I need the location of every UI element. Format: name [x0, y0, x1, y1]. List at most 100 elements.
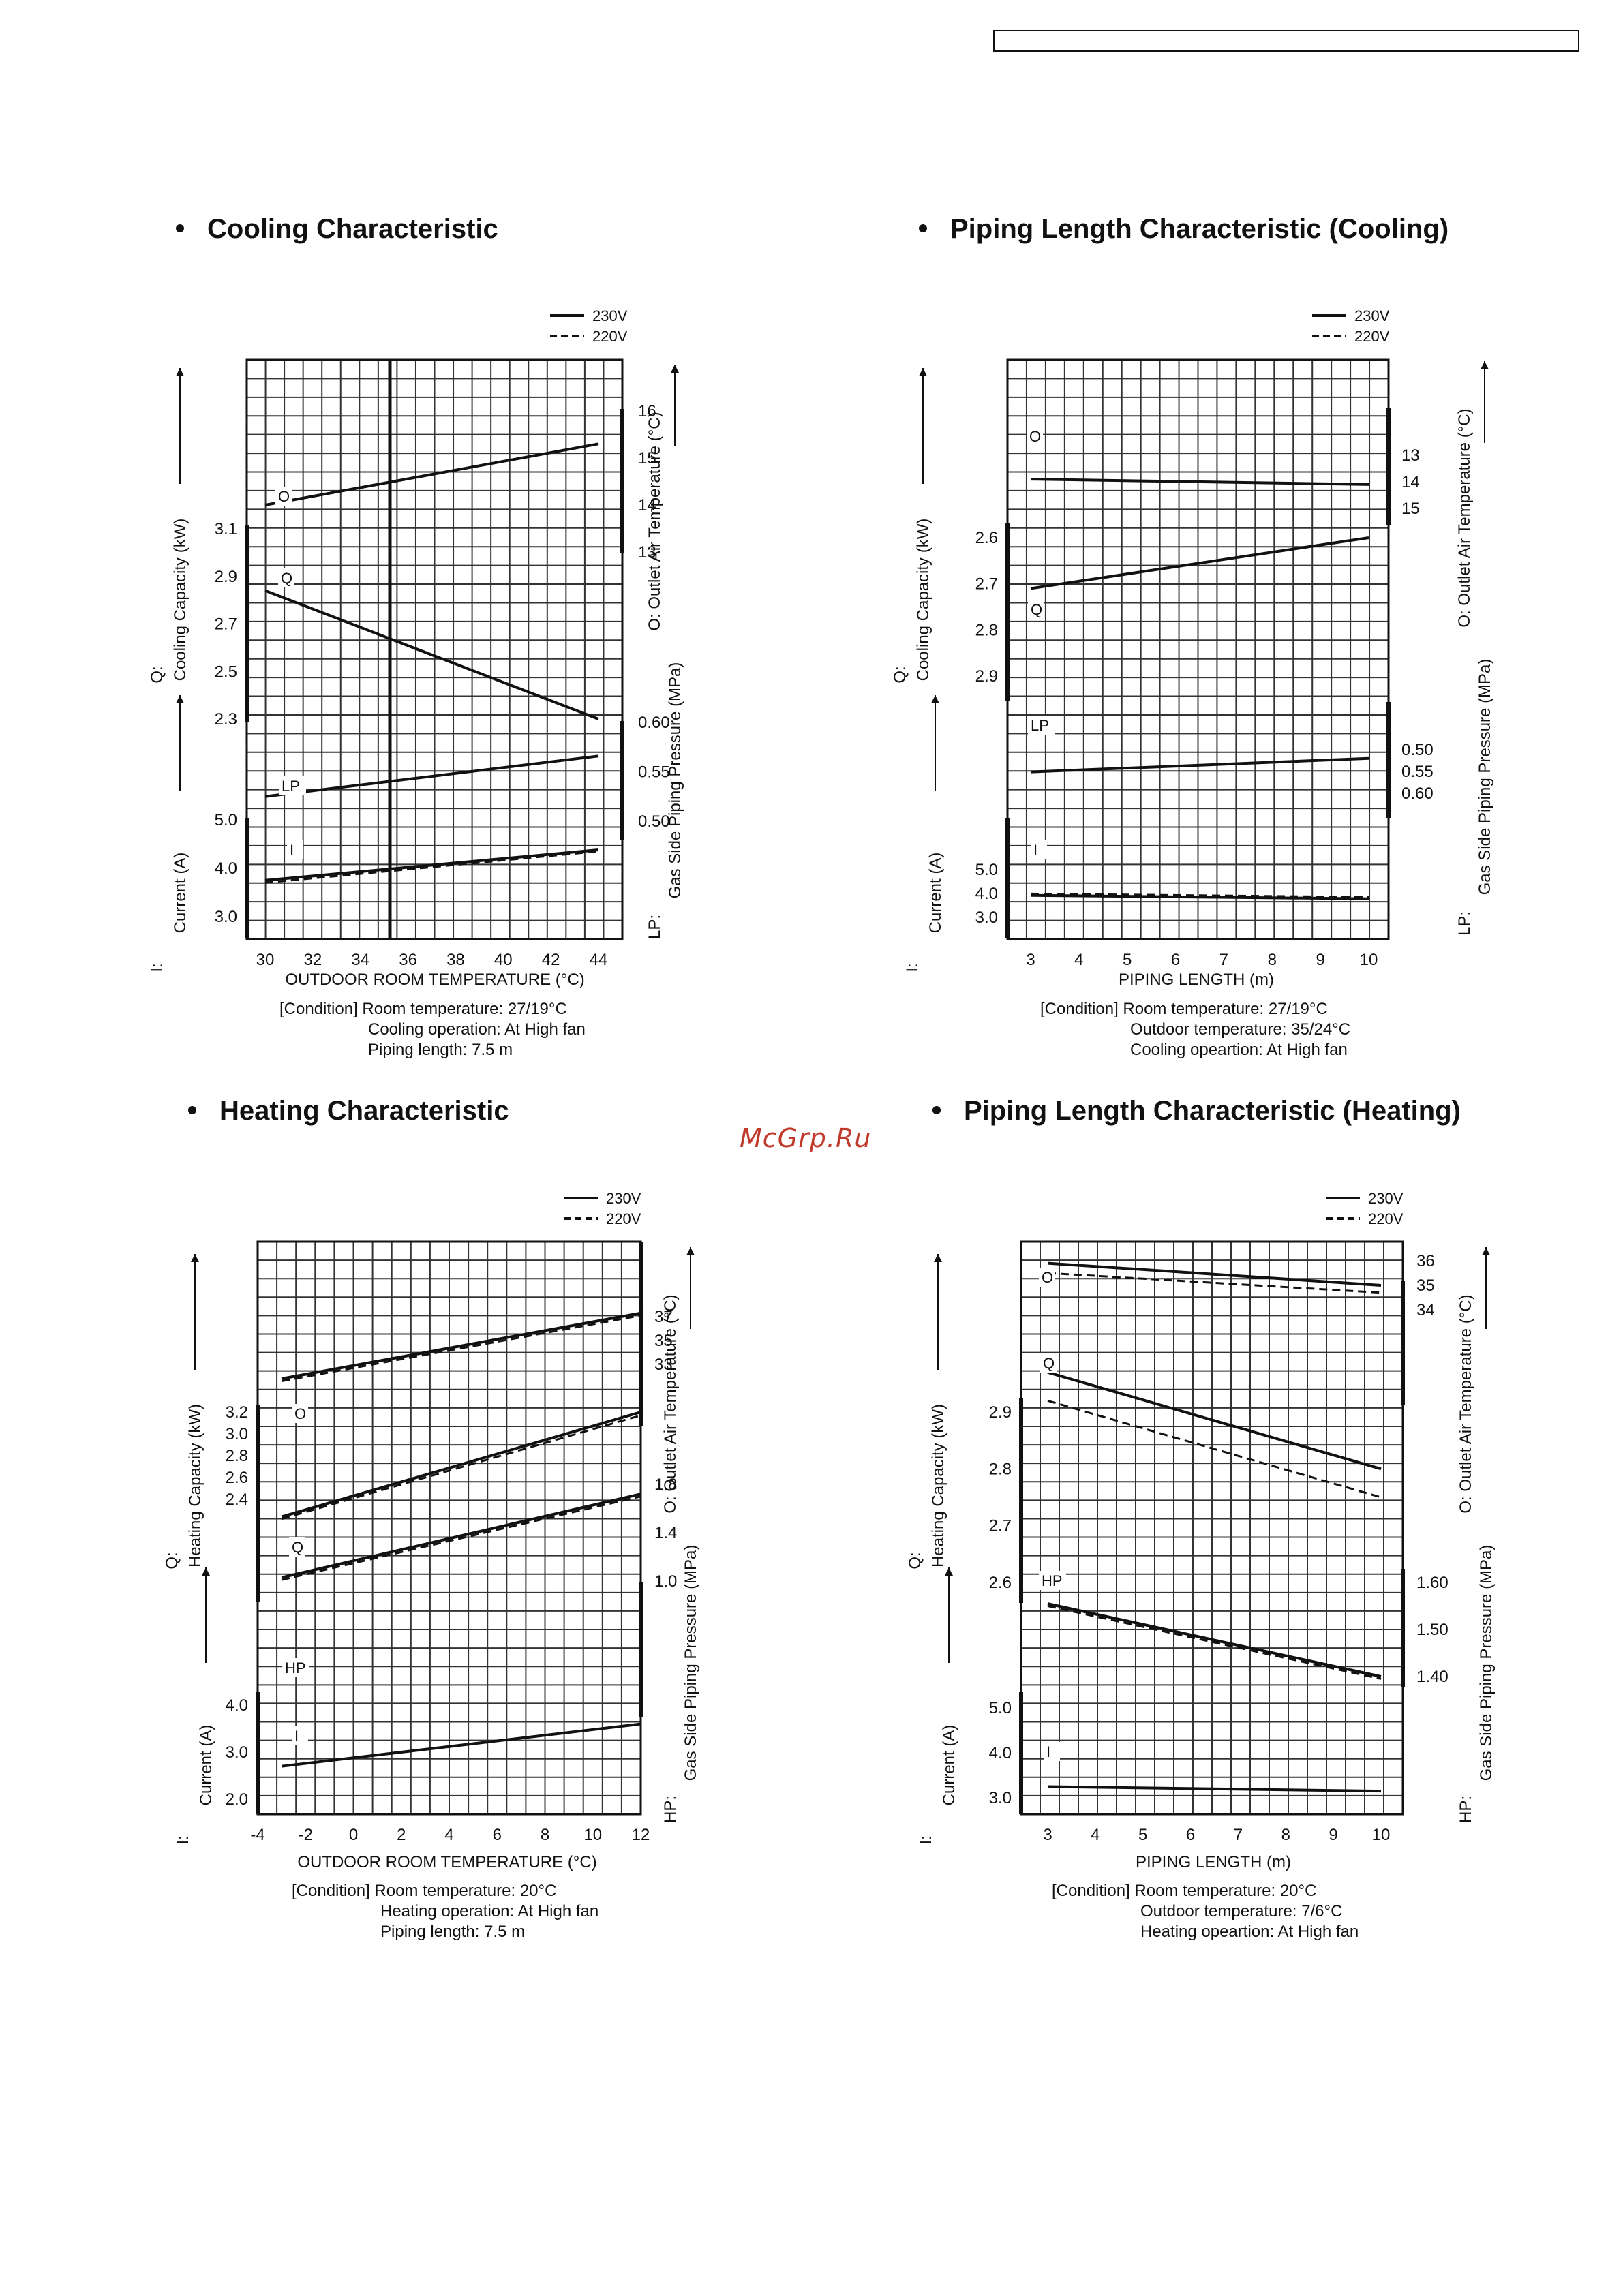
condition-line: Cooling opeartion: At High fan	[1130, 1041, 1348, 1059]
arrow-head-icon	[671, 365, 679, 373]
condition-line: Outdoor temperature: 7/6°C	[1140, 1902, 1342, 1920]
curve-label-bg	[1031, 840, 1047, 859]
axis-title: O: Outlet Air Temperature (°C)	[661, 1294, 680, 1513]
left-axis-title: Q: Cooling Capacity (kW)	[148, 368, 189, 684]
right-tick-label: 13	[638, 543, 656, 562]
condition-line: [Condition] Room temperature: 27/19°C	[1040, 1000, 1328, 1018]
left-tick-label: 4.0	[215, 859, 237, 878]
x-tick-label: 3	[1043, 1826, 1052, 1844]
curve-label-bg	[278, 568, 294, 587]
x-tick-label: 42	[542, 951, 560, 969]
right-tick-label: 1.40	[1416, 1668, 1448, 1686]
curve-label-q: Q	[1031, 601, 1042, 618]
right-tick-label: 15	[638, 449, 656, 468]
series-i-230v	[1030, 893, 1369, 900]
right-tick-label: 0.60	[1401, 784, 1434, 803]
curve-label-bg	[1044, 1742, 1060, 1761]
series-i-230v	[1047, 1785, 1382, 1793]
left-tick-label: 2.0	[226, 1790, 248, 1809]
series-q-230v	[281, 1411, 641, 1518]
right-tick-label: 15	[1401, 500, 1420, 518]
right-tick-label: 34	[1416, 1301, 1435, 1319]
x-tick-label: 9	[1316, 951, 1324, 969]
curve-label-bg	[275, 487, 292, 506]
legend-label: 230V	[1368, 1190, 1404, 1207]
arrow-head-icon	[191, 1254, 199, 1262]
axis-title: Gas Side Piping Pressure (MPa)	[682, 1545, 700, 1781]
axis-title: Current (A)	[197, 1725, 215, 1806]
left-tick-label: 3.0	[989, 1789, 1012, 1807]
x-tick-label: 9	[1329, 1826, 1337, 1844]
x-tick-label: 8	[1268, 951, 1277, 969]
bullet-icon	[176, 224, 184, 233]
curve-label-o: O	[278, 488, 290, 505]
left-tick-label: 4.0	[989, 1744, 1012, 1762]
condition-line: [Condition] Room temperature: 20°C	[1052, 1882, 1316, 1900]
left-tick-label: 3.2	[226, 1403, 248, 1422]
curve-label-bg	[287, 840, 303, 859]
axis-title: Heating Capacity (kW)	[186, 1404, 204, 1567]
right-tick-label: 14	[1401, 473, 1420, 491]
series-q-230v	[1030, 536, 1369, 590]
x-axis-label: OUTDOOR ROOM TEMPERATURE (°C)	[285, 970, 584, 989]
arrow-head-icon	[176, 368, 184, 376]
bullet-icon	[932, 1106, 941, 1115]
x-tick-label: 36	[399, 951, 417, 969]
x-tick-label: 2	[397, 1826, 406, 1844]
left-tick-label: 5.0	[989, 1699, 1012, 1717]
curve-label-i: I	[294, 1728, 299, 1745]
axis-title: Current (A)	[171, 853, 189, 934]
condition-line: Piping length: 7.5 m	[368, 1041, 513, 1059]
x-tick-label: 4	[1091, 1826, 1099, 1844]
x-tick-label: 8	[1281, 1826, 1290, 1844]
curve-label-bg	[1039, 1268, 1055, 1287]
curve-label-i: I	[290, 842, 294, 859]
x-axis-label: PIPING LENGTH (m)	[1119, 970, 1274, 989]
axis-title: Cooling Capacity (kW)	[914, 519, 932, 682]
axis-title: O: Outlet Air Temperature (°C)	[1455, 408, 1474, 627]
curve-label-lp: LP	[1031, 717, 1049, 734]
curve-label-bg	[279, 776, 306, 795]
left-axis-title: I: Current (A)	[903, 695, 945, 973]
left-tick-label: 4.0	[226, 1696, 248, 1715]
x-tick-label: 5	[1123, 951, 1132, 969]
curve-label-i: I	[1033, 842, 1037, 859]
curve-label-q: Q	[292, 1539, 303, 1556]
right-tick-label: 14	[638, 496, 656, 515]
axis-title: Heating Capacity (kW)	[929, 1404, 947, 1567]
arrow-head-icon	[686, 1247, 695, 1255]
series-i-220v	[264, 850, 599, 884]
axis-title: Cooling Capacity (kW)	[171, 519, 189, 682]
x-tick-label: 44	[590, 951, 608, 969]
right-tick-label: 37	[654, 1308, 673, 1326]
right-tick-label: 1.4	[654, 1524, 677, 1542]
axis-title: Gas Side Piping Pressure (MPa)	[666, 662, 684, 899]
x-tick-label: 10	[583, 1826, 602, 1844]
arrow-head-icon	[1481, 361, 1489, 369]
right-tick-label: 0.55	[1401, 763, 1434, 781]
left-tick-label: 3.0	[975, 908, 998, 927]
series-o-230v	[1047, 1261, 1382, 1287]
right-tick-label: 13	[1401, 446, 1420, 465]
x-tick-label: 10	[1372, 1826, 1391, 1844]
right-tick-label: 0.50	[638, 812, 670, 831]
axis-prefix: Q:	[148, 666, 166, 683]
left-axis-title: I: Current (A)	[148, 695, 189, 973]
axis-prefix: Q:	[891, 666, 909, 683]
right-axis-title: HP:Gas Side Piping Pressure (MPa) O: Outl…	[661, 1247, 700, 1823]
series-q-230v	[264, 589, 599, 720]
x-tick-label: 6	[493, 1826, 502, 1844]
axis-prefix: LP:	[1455, 911, 1474, 936]
curve-label-bg	[1027, 427, 1043, 446]
x-tick-label: 7	[1234, 1826, 1243, 1844]
arrow-head-icon	[931, 695, 939, 703]
axis-title: Gas Side Piping Pressure (MPa)	[1477, 1545, 1496, 1781]
grid	[246, 359, 623, 940]
series-q-220v	[281, 1414, 641, 1520]
chart-1: 3 4 5 6 7 8 9 10 PIPING LENGTH (m) 2.9 2.8 2.7 2.6 5.…	[891, 307, 1494, 1059]
x-tick-label: 34	[351, 951, 369, 969]
series-lp-230v	[264, 754, 599, 798]
chart-title-text: Piping Length Characteristic (Cooling)	[950, 214, 1449, 244]
axis-prefix: I:	[917, 1835, 935, 1844]
left-tick-label: 2.9	[215, 568, 237, 586]
